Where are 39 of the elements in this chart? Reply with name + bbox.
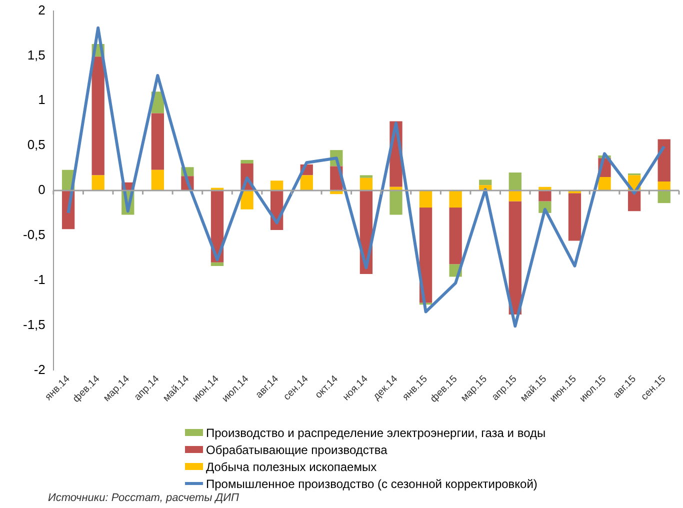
y-tick-label: -0,5 bbox=[22, 226, 46, 242]
bar bbox=[360, 175, 373, 178]
bar bbox=[538, 190, 552, 202]
bar bbox=[210, 262, 224, 266]
bar bbox=[270, 180, 284, 190]
bar bbox=[449, 190, 462, 208]
text: Источники: Росстат, расчеты ДИП bbox=[48, 492, 239, 504]
bar bbox=[240, 190, 254, 210]
bar bbox=[508, 190, 522, 202]
bar bbox=[508, 172, 522, 190]
bar bbox=[508, 201, 522, 314]
bar bbox=[390, 190, 402, 215]
bar bbox=[568, 193, 582, 241]
legend-label: Промышленное производство (с сезонной корректировкой) bbox=[206, 476, 538, 490]
bar bbox=[151, 113, 164, 170]
bar bbox=[658, 190, 670, 204]
bar bbox=[628, 190, 641, 212]
y-tick-label: -1,5 bbox=[22, 316, 46, 332]
bar bbox=[92, 56, 104, 176]
bar bbox=[240, 160, 254, 164]
bar bbox=[151, 170, 164, 190]
y-tick-label: 0,5 bbox=[27, 137, 46, 152]
bar bbox=[300, 175, 313, 190]
y-tick-label: -1 bbox=[34, 272, 46, 287]
bar bbox=[92, 175, 104, 190]
bar bbox=[360, 178, 373, 190]
y-tick-label: 2 bbox=[38, 2, 46, 18]
bar bbox=[419, 190, 432, 208]
y-tick-label: 1,5 bbox=[27, 47, 46, 62]
y-tick-label: 0 bbox=[38, 182, 46, 198]
bar bbox=[658, 139, 670, 182]
bar bbox=[449, 208, 462, 264]
legend-label: Добыча полезных ископаемых bbox=[206, 460, 377, 474]
legend-label: Производство и распределение электроэнергии, газа и воды bbox=[206, 426, 546, 440]
bar bbox=[419, 208, 432, 303]
legend-label: Обрабатывающие производства bbox=[206, 442, 388, 456]
y-tick-label: 1 bbox=[38, 92, 46, 108]
bar bbox=[479, 180, 492, 186]
y-tick-label: -2 bbox=[34, 362, 46, 377]
